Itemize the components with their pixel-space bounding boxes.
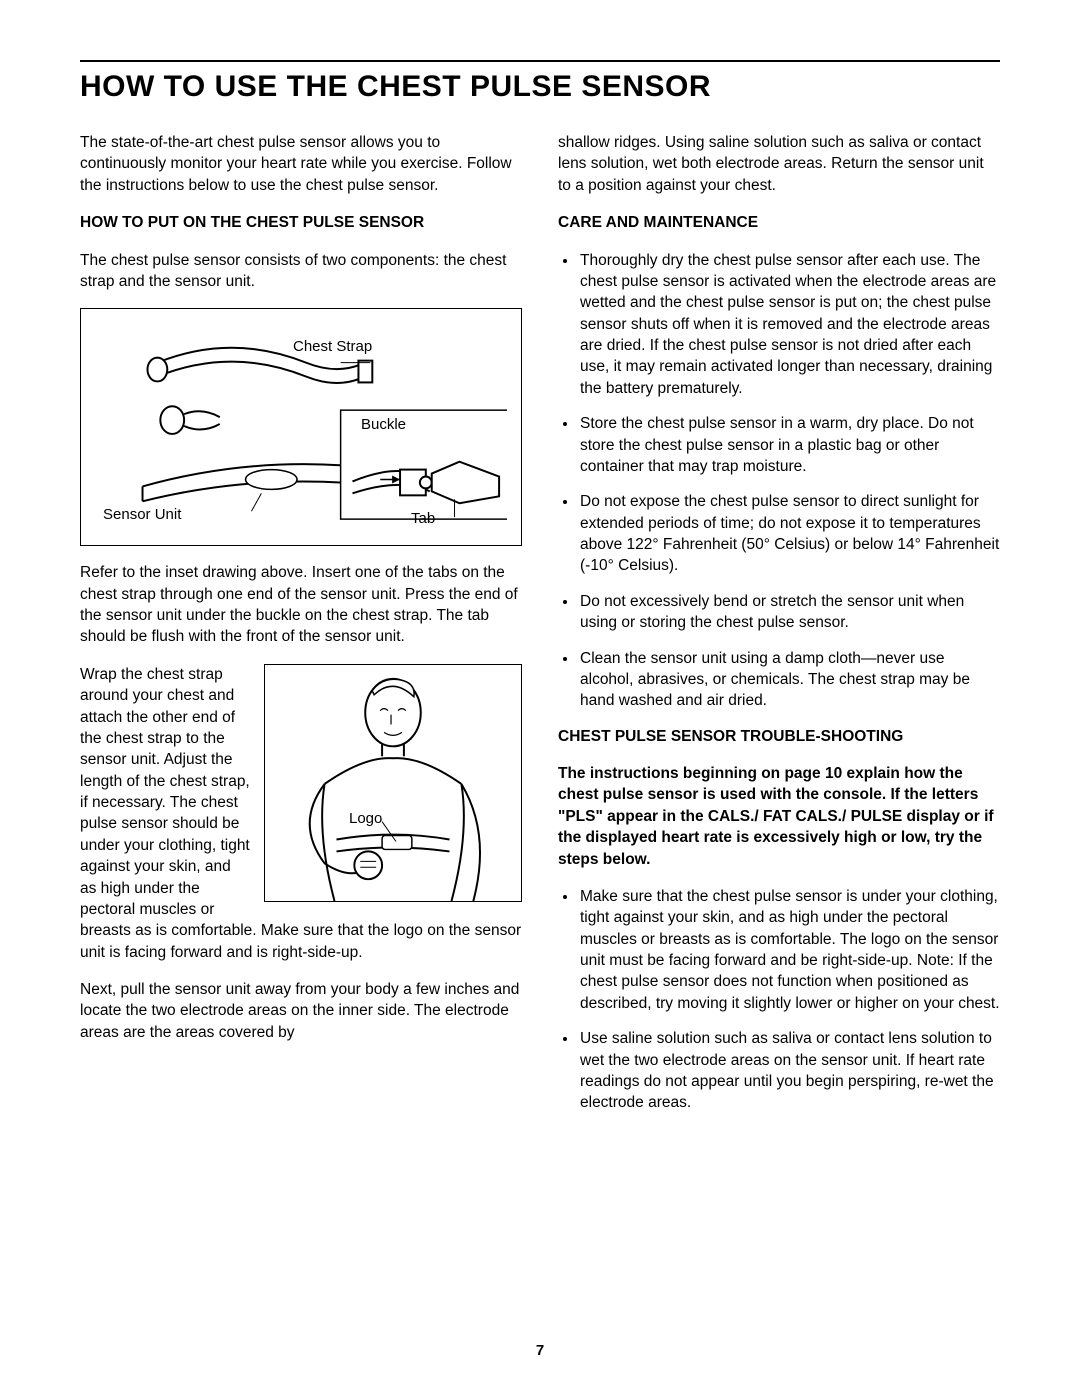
components-paragraph: The chest pulse sensor consists of two c… — [80, 250, 522, 293]
intro-paragraph: The state-of-the-art chest pulse sensor … — [80, 132, 522, 196]
label-sensor-unit: Sensor Unit — [103, 505, 181, 526]
figure-person-diagram: Logo — [264, 664, 522, 902]
trouble-list: Make sure that the chest pulse sensor is… — [558, 886, 1000, 1114]
continuation-paragraph: shallow ridges. Using saline solution su… — [558, 132, 1000, 196]
manual-page: HOW TO USE THE CHEST PULSE SENSOR The st… — [0, 0, 1080, 1397]
subhead-trouble: CHEST PULSE SENSOR TROUBLE-SHOOTING — [558, 726, 1000, 747]
care-item: Clean the sensor unit using a damp cloth… — [578, 648, 1000, 712]
top-rule — [80, 60, 1000, 62]
right-column: shallow ridges. Using saline solution su… — [558, 132, 1000, 1128]
care-item: Store the chest pulse sensor in a warm, … — [578, 413, 1000, 477]
care-item: Thoroughly dry the chest pulse sensor af… — [578, 250, 1000, 400]
trouble-item: Use saline solution such as saliva or co… — [578, 1028, 1000, 1114]
left-column: The state-of-the-art chest pulse sensor … — [80, 132, 522, 1128]
page-title: HOW TO USE THE CHEST PULSE SENSOR — [80, 70, 1000, 104]
person-diagram-svg — [265, 665, 521, 901]
care-list: Thoroughly dry the chest pulse sensor af… — [558, 250, 1000, 712]
label-buckle: Buckle — [361, 415, 406, 436]
next-paragraph: Next, pull the sensor unit away from you… — [80, 979, 522, 1043]
figure-strap-diagram: Chest Strap Buckle Sensor Unit Tab — [80, 308, 522, 546]
trouble-intro: The instructions beginning on page 10 ex… — [558, 763, 1000, 870]
wrap-block: Logo Wrap the chest strap around your ch… — [80, 664, 522, 963]
subhead-care: CARE AND MAINTENANCE — [558, 212, 1000, 233]
care-item: Do not excessively bend or stretch the s… — [578, 591, 1000, 634]
trouble-item: Make sure that the chest pulse sensor is… — [578, 886, 1000, 1014]
label-chest-strap: Chest Strap — [293, 337, 372, 358]
page-number: 7 — [0, 1342, 1080, 1359]
care-item: Do not expose the chest pulse sensor to … — [578, 491, 1000, 577]
label-tab: Tab — [411, 509, 435, 530]
refer-paragraph: Refer to the inset drawing above. Insert… — [80, 562, 522, 648]
two-column-layout: The state-of-the-art chest pulse sensor … — [80, 132, 1000, 1128]
label-logo: Logo — [349, 809, 382, 830]
subhead-put-on: HOW TO PUT ON THE CHEST PULSE SENSOR — [80, 212, 522, 233]
